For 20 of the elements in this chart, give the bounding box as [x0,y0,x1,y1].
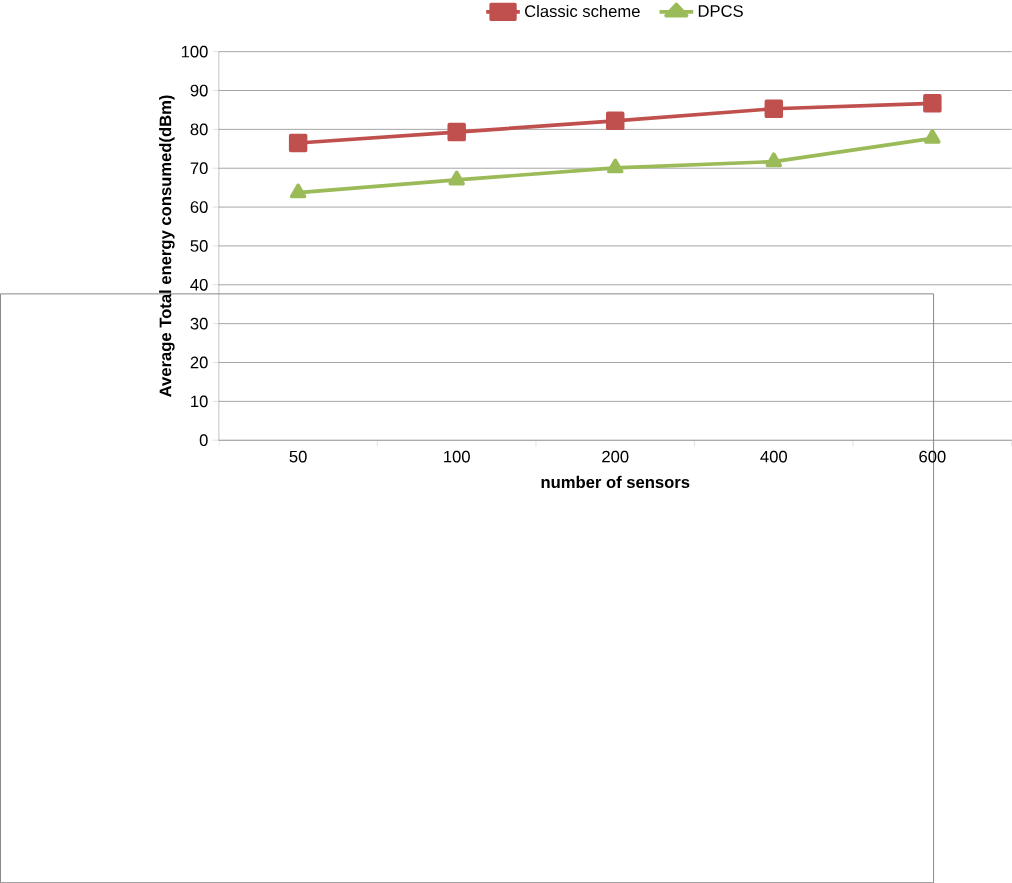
x-axis-title: number of sensors [541,475,690,488]
x-tick-label: 600 [919,450,946,463]
x-tick-label: 400 [760,450,788,463]
y-tick-label: 70 [190,162,208,174]
x-tick-label: 50 [289,450,307,463]
legend-label: Classic scheme [525,4,640,18]
y-tick-label: 0 [199,434,208,446]
y-tick-label: 100 [181,45,208,58]
x-tick-label: 200 [602,450,629,463]
y-tick-label: 10 [191,395,208,408]
y-tick-label: 40 [190,278,208,291]
y-tick-label: 20 [190,356,208,369]
y-tick-label: 80 [190,123,208,136]
y-tick-label: 50 [190,239,208,252]
y-tick-label: 60 [190,201,208,213]
y-axis-title: Average Total energy consumed(dBm) [159,95,175,397]
y-tick-label: 90 [190,84,208,97]
legend-label: DPCS [698,5,743,17]
x-tick-label: 100 [444,450,470,463]
y-tick-label: 30 [190,317,208,330]
